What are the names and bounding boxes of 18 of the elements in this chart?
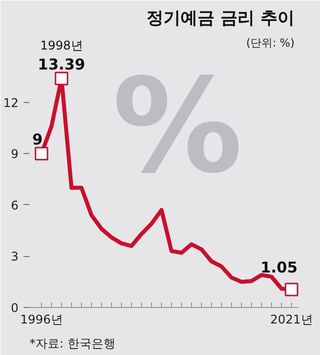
- y-tick-label: 0: [10, 301, 19, 315]
- y-tick-label: 9: [10, 147, 19, 162]
- point: [284, 282, 298, 296]
- point: [34, 146, 48, 160]
- y-tick-label: 6: [10, 198, 19, 212]
- annotation: 13.39: [38, 56, 86, 74]
- x-tick-label: 1996년: [20, 312, 63, 326]
- annotation: 1998년: [40, 38, 83, 52]
- y-tick-label: 12: [3, 96, 19, 110]
- chart-title: 정기예금 금리 추이: [146, 8, 295, 28]
- annotation: 1.05: [260, 258, 298, 277]
- x-tick-label: 2021년: [270, 312, 313, 326]
- text: *자료: 한국은행: [30, 336, 116, 350]
- text: (단위: %): [246, 36, 295, 50]
- annotation: 9: [32, 130, 43, 149]
- y-tick-label: 3: [10, 250, 19, 264]
- point: [54, 72, 68, 86]
- annotation: %: [112, 50, 243, 202]
